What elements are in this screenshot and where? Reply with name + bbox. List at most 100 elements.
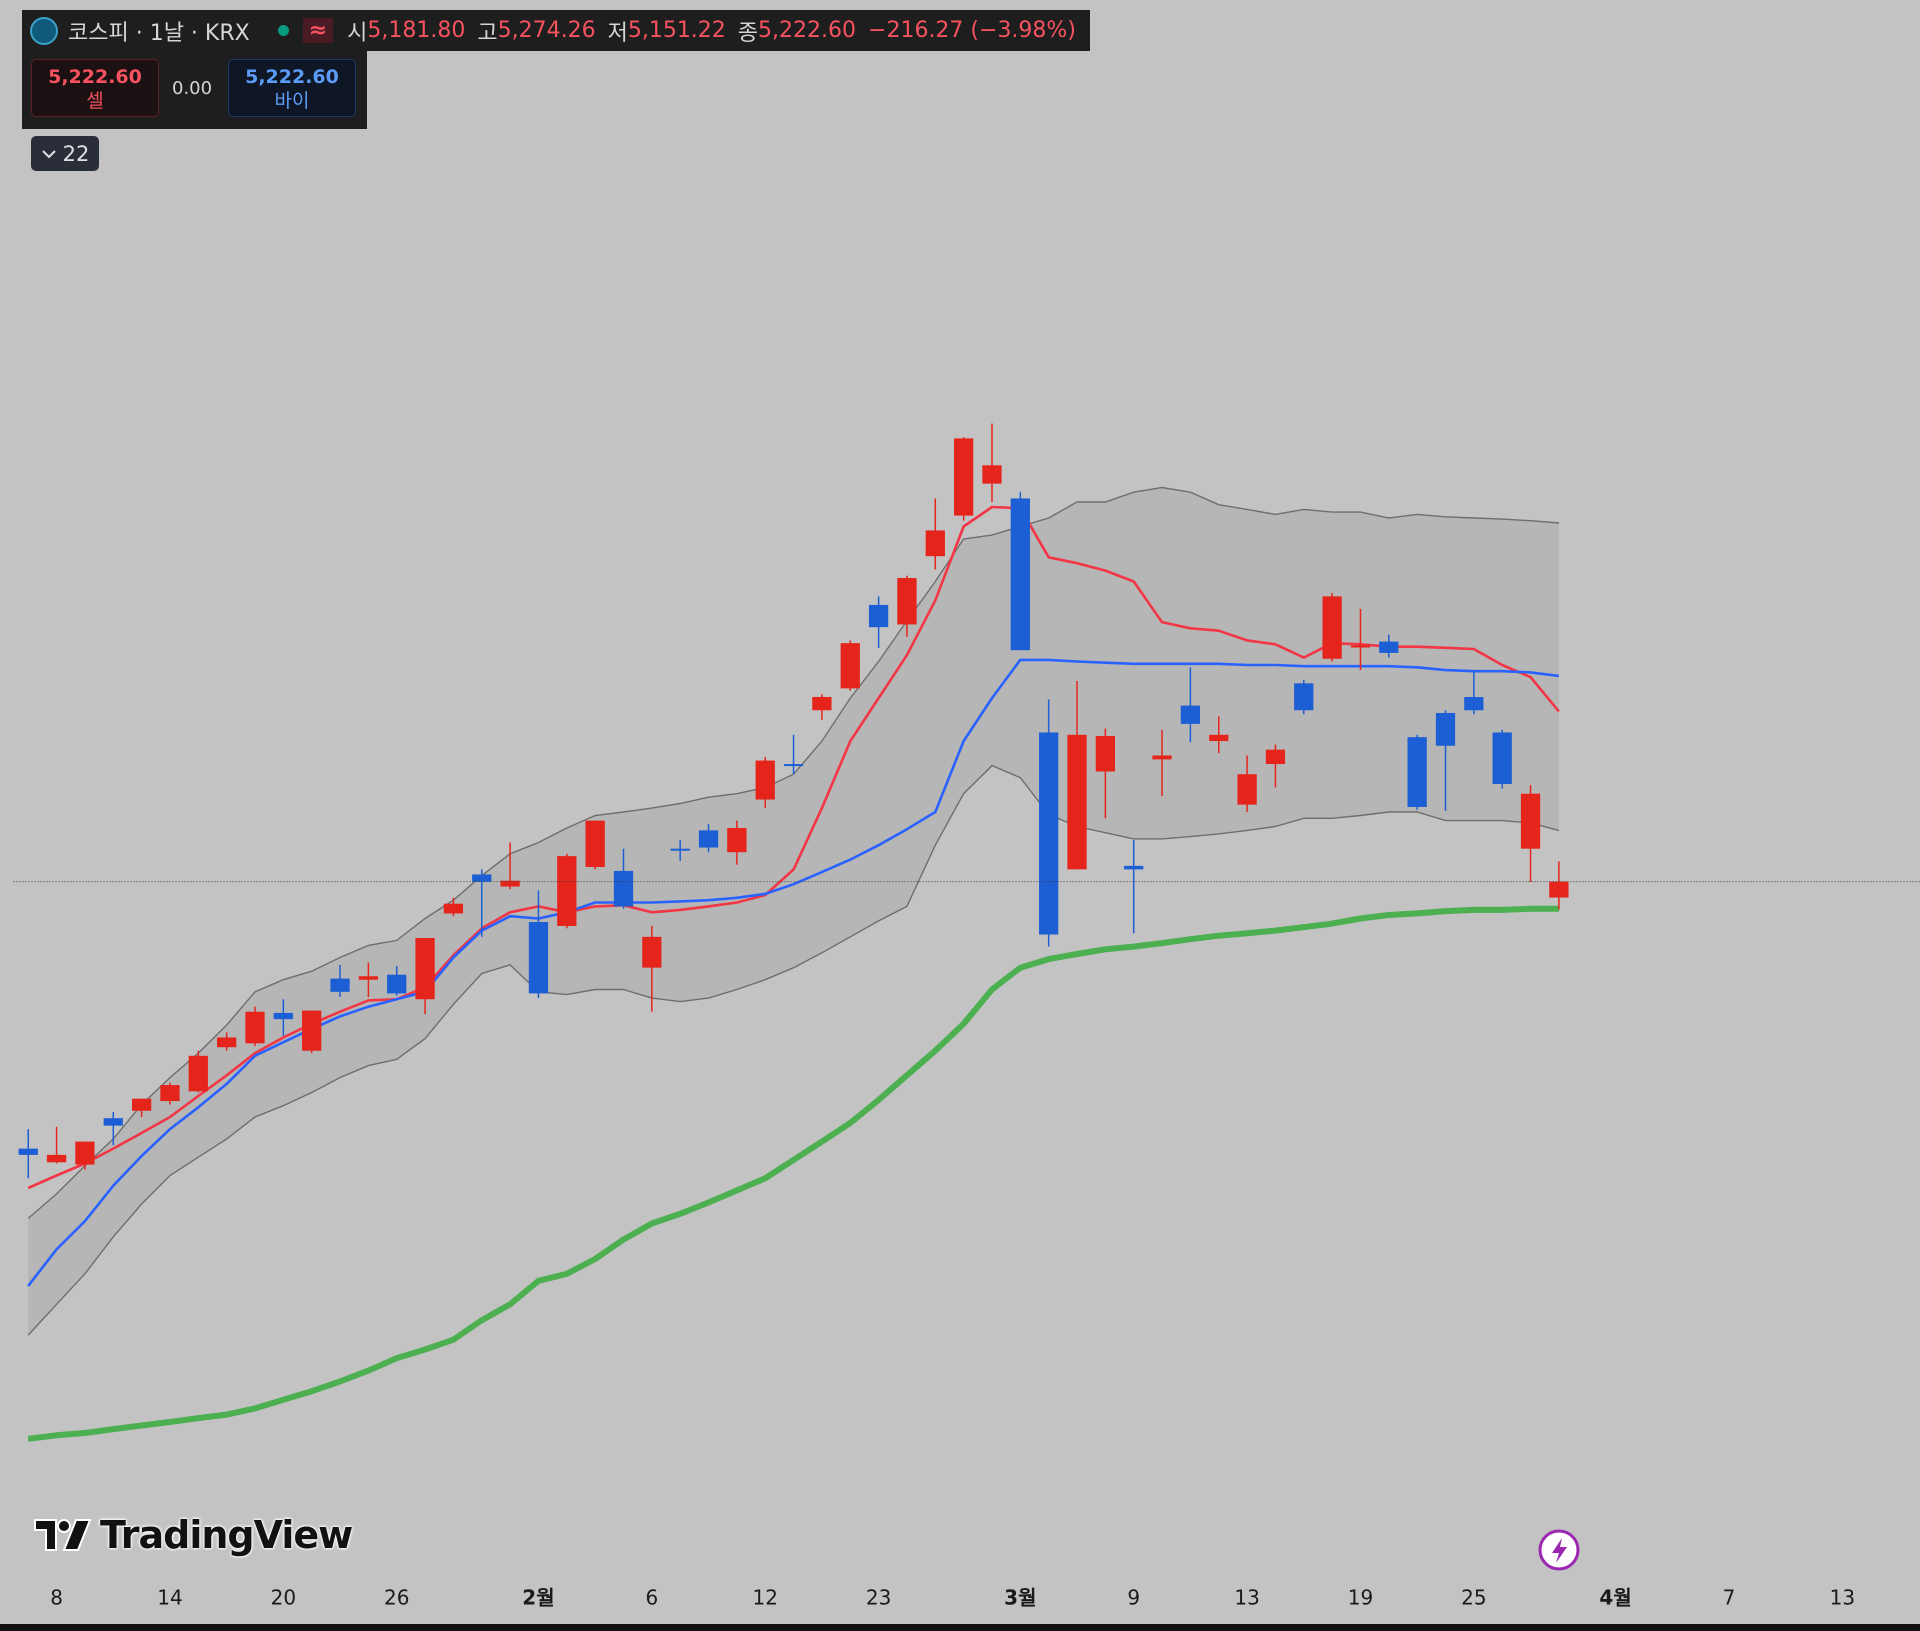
x-tick-label: 8 <box>50 1586 63 1610</box>
candle-body <box>1464 696 1484 711</box>
candle-body <box>1124 865 1144 870</box>
candle-body <box>670 848 690 851</box>
collapse-count: 22 <box>62 141 90 166</box>
candle-body <box>925 530 945 557</box>
candle-body <box>415 938 435 1000</box>
market-status <box>277 25 289 36</box>
symbol[interactable]: 코스피 · 1날 · KRX <box>68 20 250 46</box>
candle-body <box>46 1154 67 1163</box>
candle-body <box>160 1085 180 1102</box>
close-label: 종 <box>737 20 759 46</box>
candle-body <box>18 1148 38 1155</box>
high-label: 고 <box>477 20 498 46</box>
candle-body <box>1265 749 1286 765</box>
candle-body <box>443 903 464 914</box>
candle-body <box>75 1141 95 1165</box>
x-tick-label: 2월 <box>522 1586 554 1610</box>
candle-body <box>188 1055 208 1092</box>
candle-body <box>273 1012 293 1020</box>
candle-body <box>585 820 605 868</box>
candle-body <box>387 974 407 994</box>
candle-body <box>557 856 577 926</box>
buy-price: 5,222.60 <box>245 66 339 88</box>
x-tick-label: 19 <box>1348 1586 1373 1610</box>
candle-body <box>1180 705 1201 724</box>
candle-body <box>897 578 917 625</box>
change: −216.27 (−3.98%) <box>868 18 1076 43</box>
candle-body <box>472 874 492 882</box>
spread: 0.00 <box>172 78 213 99</box>
candle-body <box>217 1037 237 1048</box>
candle-body <box>1322 596 1342 659</box>
candle-body <box>783 764 804 767</box>
high-value: 5,274.26 <box>497 18 596 43</box>
x-tick-label: 12 <box>752 1586 777 1610</box>
candle-body <box>868 604 889 628</box>
candle-body <box>131 1098 152 1111</box>
sell-label: 셀 <box>86 90 104 112</box>
sell-price: 5,222.60 <box>48 66 142 88</box>
candle-body <box>812 696 832 711</box>
band-lower <box>27 764 1560 1336</box>
candle-body <box>358 976 379 980</box>
collapse-button[interactable]: 22 <box>31 136 99 171</box>
candle-body <box>727 828 747 853</box>
moving-average <box>27 905 1559 1442</box>
logo[interactable]: TradingView <box>34 1512 353 1558</box>
chevron <box>41 149 56 158</box>
candle-body <box>698 830 719 848</box>
candle-body <box>1379 641 1399 653</box>
candle-body <box>1294 683 1314 711</box>
close-value: 5,222.60 <box>758 18 857 43</box>
low-value: 5,151.22 <box>627 18 726 43</box>
candle-body <box>1095 735 1115 772</box>
open-value: 5,181.80 <box>367 18 466 43</box>
x-tick-label: 6 <box>645 1586 658 1610</box>
x-tick-label: 20 <box>271 1586 296 1610</box>
x-tick-label: 13 <box>1234 1586 1259 1610</box>
open-label: 시 <box>347 20 368 46</box>
candle-body <box>1067 734 1087 870</box>
candle-body <box>1549 881 1569 898</box>
x-tick-label: 23 <box>866 1586 891 1610</box>
low-label: 저 <box>607 20 628 46</box>
buy-button[interactable]: 5,222.60 바이 <box>228 59 356 117</box>
plot: 8 14 20 26 2월 6 12 23 3월 9 13 19 25 4월 7 13 <box>13 423 1920 1610</box>
candle-body <box>642 936 662 968</box>
moving-average <box>27 505 1560 1190</box>
symbol-icon <box>30 16 58 45</box>
candle-body <box>1350 645 1371 648</box>
candle-body <box>1435 712 1456 746</box>
bottom-bar <box>0 1624 1920 1631</box>
logo-text: TradingView <box>100 1513 353 1557</box>
legend-bar: 코스피 · 1날 · KRX ≈ 시 5,181.80 고 5,274.26 저… <box>22 10 1090 51</box>
candle-body <box>245 1011 265 1044</box>
candle-body <box>840 643 860 689</box>
candle-body <box>103 1118 123 1126</box>
moving-average <box>27 658 1560 1287</box>
x-tick-label: 7 <box>1723 1586 1736 1610</box>
candle-body <box>1492 732 1512 784</box>
x-tick-label: 9 <box>1127 1586 1140 1610</box>
lightning-icon <box>1552 1538 1567 1563</box>
candle-body <box>1209 734 1229 742</box>
x-tick-label: 14 <box>157 1586 182 1610</box>
x-tick-label: 26 <box>384 1586 409 1610</box>
candle-body <box>1520 793 1541 849</box>
candle-body <box>755 760 775 800</box>
candle-body <box>302 1010 322 1051</box>
trade-panel: 5,222.60 셀 0.00 5,222.60 바이 <box>22 51 367 129</box>
candle-body <box>953 438 974 516</box>
x-tick-label: 4월 <box>1599 1586 1631 1610</box>
candle-body <box>1152 755 1172 760</box>
x-tick-label: 25 <box>1461 1586 1486 1610</box>
flag: ≈ <box>302 18 334 43</box>
candle-body <box>1407 737 1427 807</box>
sell-button[interactable]: 5,222.60 셀 <box>31 59 159 117</box>
candle-body <box>1010 498 1030 651</box>
candle-body <box>613 870 634 907</box>
x-tick-label: 13 <box>1830 1586 1855 1610</box>
candle-body <box>500 880 520 887</box>
candle-body <box>982 465 1002 484</box>
